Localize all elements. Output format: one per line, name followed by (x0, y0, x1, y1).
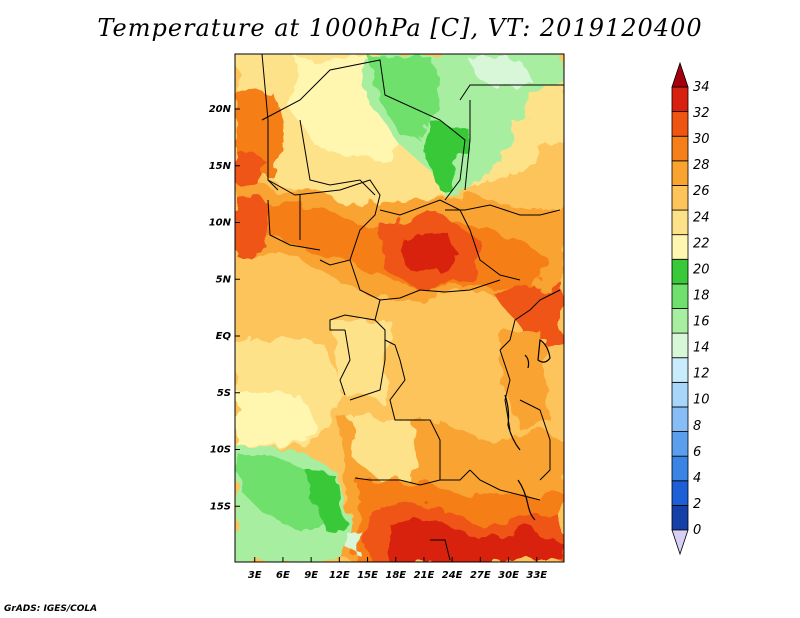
chart-title: Temperature at 1000hPa [C], VT: 20191204… (97, 14, 703, 42)
colorbar-label-28: 28 (693, 158, 710, 173)
colorbar-segment (671, 332, 689, 359)
x-tick-label-9E: 9E (304, 570, 318, 581)
map-frame (234, 53, 565, 563)
colorbar-segment (671, 258, 689, 285)
colorbar-label-6: 6 (693, 445, 701, 460)
credit-text: GrADS: IGES/COLA (4, 604, 98, 614)
colorbar-segment (671, 86, 689, 113)
lakes (504, 338, 551, 521)
colorbar-label-30: 30 (693, 132, 710, 147)
temperature-field (235, 54, 564, 562)
colorbar-label-22: 22 (693, 236, 710, 251)
colorbar-high-arrow (671, 61, 689, 88)
colorbar-label-20: 20 (693, 262, 710, 277)
y-tick-label-10N: 10N (209, 218, 232, 229)
colorbar-label-34: 34 (693, 80, 710, 95)
colorbar-segment (671, 135, 689, 162)
colorbar-segment (671, 455, 689, 482)
colorbar-segment (671, 160, 689, 186)
colorbar-label-10: 10 (693, 393, 710, 408)
colorbar-label-12: 12 (693, 367, 710, 382)
colorbar-segment (671, 308, 689, 334)
x-tick-label-24E: 24E (442, 570, 463, 581)
colorbar-label-8: 8 (693, 419, 701, 434)
y-tick-label-15N: 15N (209, 161, 232, 172)
colorbar-label-0: 0 (693, 523, 701, 538)
y-tick-label-5N: 5N (216, 274, 232, 285)
y-tick-label-5S: 5S (217, 388, 231, 399)
x-tick-label-3E: 3E (248, 570, 262, 581)
colorbar-segment (671, 283, 689, 309)
colorbar-label-16: 16 (693, 315, 710, 330)
y-tick-label-EQ: EQ (216, 331, 232, 342)
y-tick-label-10S: 10S (210, 445, 231, 456)
y-tick-label-15S: 15S (210, 501, 231, 512)
colorbar-segment (671, 234, 689, 260)
colorbar-label-26: 26 (693, 184, 710, 199)
x-tick-label-6E: 6E (276, 570, 290, 581)
colorbar-label-4: 4 (693, 471, 701, 486)
y-tick-label-20N: 20N (209, 104, 232, 115)
colorbar-segment (671, 111, 689, 137)
colorbar-segment (671, 480, 689, 506)
y-axis: 20N 15N 10N 5N EQ 5S 10S 15S (209, 104, 240, 512)
colorbar-segment (671, 504, 689, 531)
country-borders (261, 54, 564, 561)
colorbar-segment (671, 431, 689, 457)
x-tick-label-15E: 15E (357, 570, 378, 581)
colorbar-low-arrow (671, 529, 689, 556)
x-tick-label-12E: 12E (329, 570, 350, 581)
colorbar-label-2: 2 (693, 497, 701, 512)
x-axis: 3E 6E 9E 12E 15E 18E 21E 24E 27E 30E 33E (248, 557, 547, 581)
colorbar-label-14: 14 (693, 341, 710, 356)
colorbar-label-18: 18 (693, 288, 710, 303)
x-tick-label-30E: 30E (498, 570, 519, 581)
x-tick-label-21E: 21E (414, 570, 435, 581)
x-tick-label-33E: 33E (526, 570, 547, 581)
colorbar-segment (671, 357, 689, 383)
colorbar-segment (671, 209, 689, 236)
x-tick-label-18E: 18E (385, 570, 406, 581)
colorbar-segment (671, 406, 689, 432)
colorbar-segment (671, 381, 689, 408)
colorbar-label-32: 32 (693, 106, 710, 121)
x-tick-label-27E: 27E (470, 570, 491, 581)
colorbar-segment (671, 185, 689, 211)
colorbar-label-24: 24 (693, 210, 710, 225)
